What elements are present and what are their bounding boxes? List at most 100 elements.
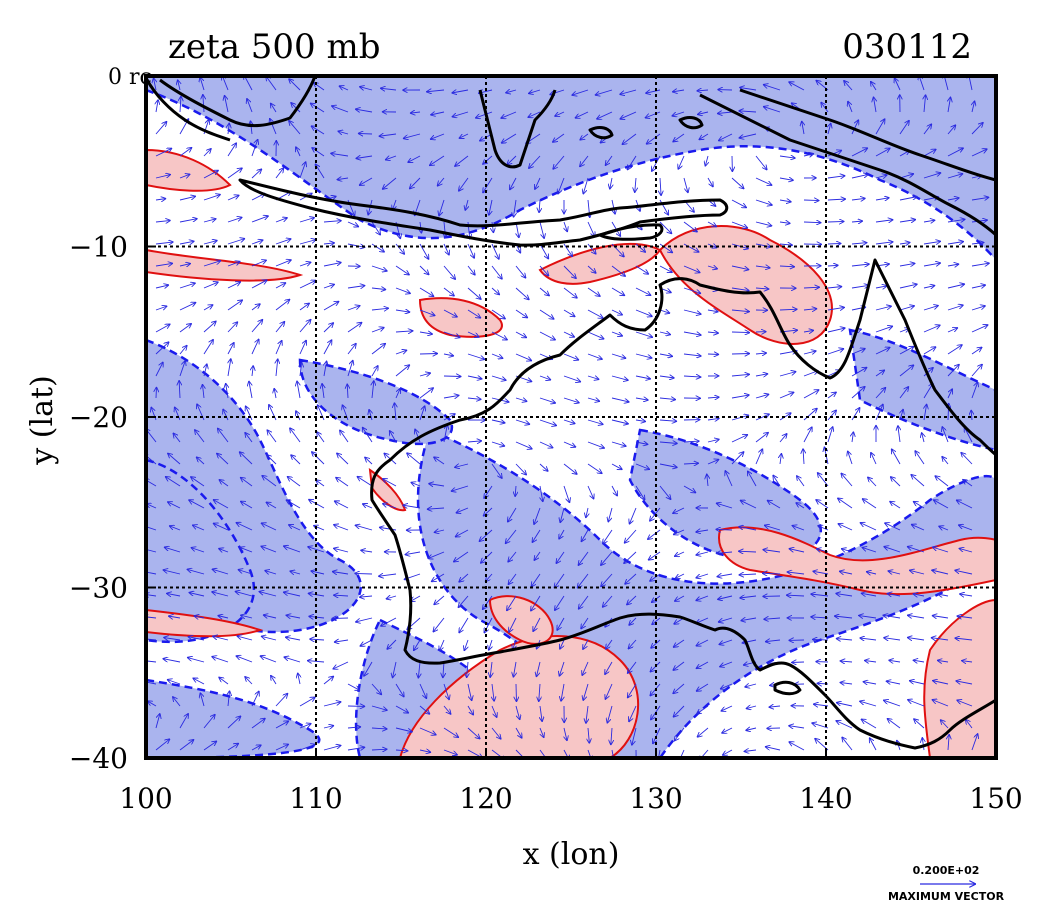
wind-vector <box>559 661 565 677</box>
wind-vector <box>875 306 892 311</box>
wind-vector <box>275 283 286 289</box>
wind-vector <box>155 285 169 288</box>
wind-vector <box>827 349 844 355</box>
wind-vector <box>169 526 181 531</box>
wind-vector <box>971 285 986 288</box>
wind-vector <box>563 243 573 257</box>
wind-vector <box>419 406 425 421</box>
wind-vector <box>947 305 964 311</box>
wind-vector <box>556 551 565 564</box>
wind-vector <box>382 479 397 487</box>
wind-vector <box>287 476 301 487</box>
wind-vector <box>540 485 543 502</box>
wind-vector <box>611 287 625 296</box>
wind-vector <box>947 174 963 179</box>
wind-vector <box>827 328 846 333</box>
wind-vector <box>611 441 627 446</box>
wind-vector <box>913 660 925 662</box>
wind-vector <box>418 661 420 678</box>
wind-vector <box>769 706 781 707</box>
wind-vector <box>227 195 239 201</box>
wind-vector <box>227 743 239 751</box>
wind-vector <box>467 265 475 275</box>
blue-region-north <box>146 76 996 262</box>
wind-vector <box>947 264 959 266</box>
wind-vector <box>672 111 685 116</box>
wind-vector <box>163 570 181 575</box>
wind-vector <box>739 87 757 90</box>
wind-vector <box>731 332 750 333</box>
wind-vector <box>837 498 853 509</box>
wind-vector <box>365 457 373 465</box>
wind-vector <box>971 382 978 399</box>
wind-vector <box>443 661 444 678</box>
wind-vector <box>851 386 865 399</box>
wind-vector <box>492 221 494 233</box>
wind-vector <box>741 618 757 621</box>
wind-vector <box>371 365 378 377</box>
wind-vector <box>582 661 589 676</box>
wind-vector <box>635 485 645 500</box>
wind-vector <box>216 453 229 465</box>
wind-vector <box>155 362 163 377</box>
wind-vector <box>635 265 649 274</box>
wind-vector <box>179 713 189 729</box>
blue-region-south-band <box>146 678 321 758</box>
wind-vector <box>935 476 949 487</box>
wind-vector <box>247 98 253 113</box>
wind-vector <box>513 199 516 218</box>
wind-vector <box>491 727 501 739</box>
wind-vector <box>505 90 517 93</box>
red-region-sw-strip <box>146 608 264 638</box>
wind-vector <box>899 174 914 179</box>
wind-vector <box>695 530 709 532</box>
wind-vector <box>841 549 853 552</box>
wind-vector <box>218 548 229 552</box>
wind-vector <box>540 705 542 722</box>
wind-vector <box>406 453 421 465</box>
wind-vector <box>311 126 325 135</box>
wind-vector <box>443 683 449 700</box>
wind-vector <box>237 636 253 641</box>
wind-vector <box>587 441 605 448</box>
wind-vector <box>650 683 661 696</box>
wind-vector <box>739 111 757 112</box>
wind-vector <box>395 287 411 294</box>
wind-vector <box>275 239 291 245</box>
max-vector-legend: 0.200E+02 MAXIMUM VECTOR <box>888 864 1005 903</box>
wind-vector <box>467 243 475 259</box>
wind-vector <box>333 548 349 553</box>
wind-vector <box>467 309 481 318</box>
wind-vector <box>443 376 461 377</box>
wind-vector <box>898 425 900 443</box>
wind-vector <box>707 221 717 227</box>
wind-vector <box>187 657 205 663</box>
wind-vector <box>539 243 549 259</box>
wind-vector <box>196 457 205 465</box>
wind-vector <box>419 727 437 735</box>
wind-vector <box>696 661 709 669</box>
wind-vector <box>971 325 988 333</box>
wind-vector <box>651 155 661 172</box>
wind-vector <box>251 745 262 751</box>
wind-vector <box>188 637 205 641</box>
wind-vector <box>755 449 763 465</box>
wind-vector <box>203 219 216 222</box>
wind-vector <box>387 639 397 650</box>
wind-vector <box>755 414 770 421</box>
wind-vector <box>334 640 349 642</box>
wind-vector <box>721 705 733 711</box>
wind-vector <box>635 331 653 337</box>
wind-vector <box>816 500 829 509</box>
wind-vector <box>371 308 389 310</box>
wind-vector <box>605 661 613 675</box>
wind-vector <box>271 675 277 685</box>
wind-vector <box>536 661 541 677</box>
wind-vector <box>611 375 629 380</box>
wind-vector <box>899 284 918 289</box>
wind-vector <box>211 656 229 663</box>
wind-vector <box>755 266 771 268</box>
wind-vector <box>489 639 493 651</box>
wind-vector <box>674 551 685 557</box>
wind-vector <box>947 198 960 200</box>
